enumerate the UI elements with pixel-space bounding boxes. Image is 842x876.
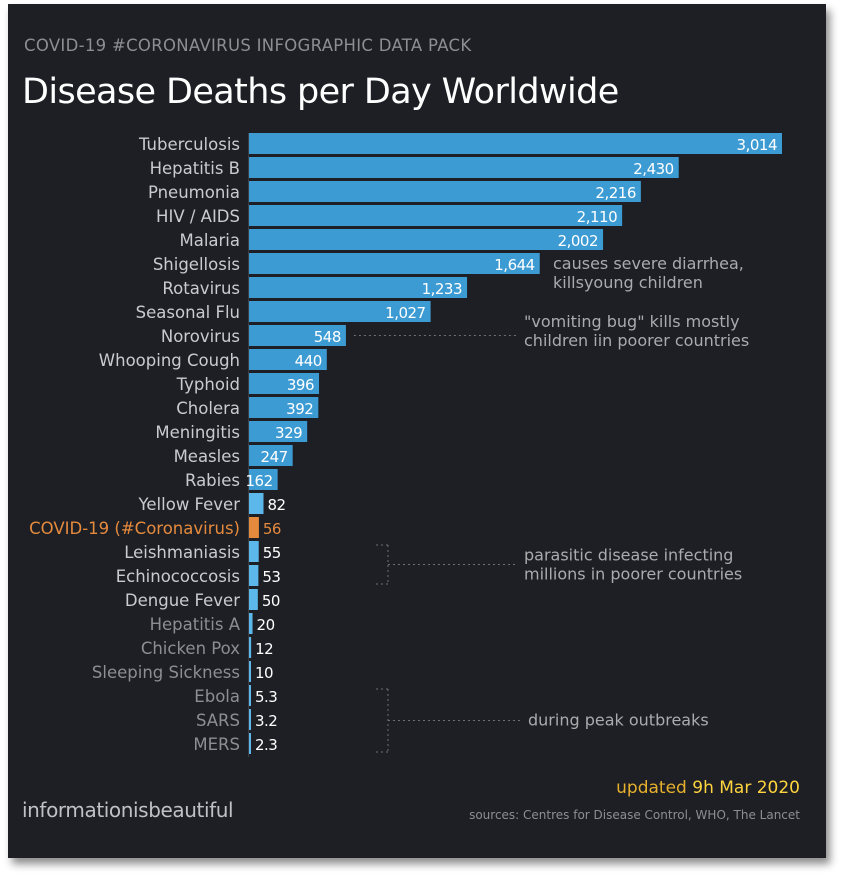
category-label: Echinococcosis: [116, 567, 240, 586]
infographic-frame: COVID-19 #CORONAVIRUS INFOGRAPHIC DATA P…: [8, 4, 826, 858]
value-label: 50: [262, 592, 280, 610]
category-label: HIV / AIDS: [156, 207, 240, 226]
bar: [249, 709, 251, 730]
value-label: 3.2: [255, 712, 277, 730]
value-label: 440: [295, 352, 322, 370]
sources-note: sources: Centres for Disease Control, WH…: [469, 808, 800, 822]
value-label: 10: [255, 664, 273, 682]
bar: [249, 565, 259, 586]
bar: [249, 397, 319, 418]
updated-prefix: updated: [616, 778, 693, 798]
bar: [249, 301, 431, 322]
category-label: Measles: [174, 447, 240, 466]
bar: [249, 589, 258, 610]
category-label: Sleeping Sickness: [92, 663, 240, 682]
category-label: Chicken Pox: [141, 639, 240, 658]
value-label: 56: [263, 520, 281, 538]
bar: [249, 421, 308, 442]
value-label: 3,014: [737, 136, 777, 154]
updated-date: updated 9h Mar 2020: [616, 778, 800, 798]
category-label: Whooping Cough: [99, 351, 240, 370]
annotation-outbreaks: during peak outbreaks: [528, 711, 709, 730]
annotation-shigellosis: causes severe diarrhea,: [553, 254, 744, 273]
annotation-norovirus: children iin poorer countries: [524, 331, 749, 350]
value-label: 396: [287, 376, 314, 394]
category-label: Seasonal Flu: [136, 303, 240, 322]
brand-logo: informationisbeautiful: [22, 798, 234, 822]
value-label: 12: [255, 640, 273, 658]
category-label: Yellow Fever: [138, 495, 241, 514]
bar: [249, 205, 623, 226]
category-label: MERS: [193, 735, 240, 754]
value-label: 2,430: [633, 160, 673, 178]
data-pack-title: COVID-19 #CORONAVIRUS INFOGRAPHIC DATA P…: [24, 36, 472, 55]
value-label: 5.3: [255, 688, 277, 706]
bar: [249, 613, 253, 634]
bar: [249, 733, 251, 754]
category-label: Ebola: [194, 687, 240, 706]
value-label: 1,233: [422, 280, 462, 298]
category-label: SARS: [196, 711, 240, 730]
value-label: 548: [314, 328, 341, 346]
value-label: 82: [268, 496, 286, 514]
bar-chart: Tuberculosis 3,014 Hepatitis B 2,430 Pneumon…: [29, 133, 782, 757]
value-label: 20: [257, 616, 275, 634]
category-label: Shigellosis: [153, 255, 240, 274]
value-label: 162: [246, 472, 273, 490]
annotation-norovirus: "vomiting bug" kills mostly: [524, 312, 740, 331]
annotation-parasitic: millions in poorer countries: [524, 565, 742, 584]
updated-date-value: 9h Mar 2020: [692, 778, 800, 798]
value-label: 2,002: [558, 232, 598, 250]
annotation-shigellosis: killsyoung children: [553, 273, 703, 292]
value-label: 2.3: [255, 736, 277, 754]
category-label: Hepatitis B: [150, 159, 240, 178]
category-label: Hepatitis A: [150, 615, 241, 634]
value-label: 329: [275, 424, 302, 442]
chart-title: Disease Deaths per Day Worldwide: [22, 72, 619, 112]
bar: [249, 373, 320, 394]
bar: [249, 541, 259, 562]
bar: [249, 685, 251, 706]
value-label: 247: [261, 448, 288, 466]
value-label: 1,644: [494, 256, 534, 274]
value-label: 392: [286, 400, 313, 418]
category-label: Tuberculosis: [138, 135, 240, 154]
category-label: Malaria: [179, 231, 240, 250]
category-label: Leishmaniasis: [124, 543, 240, 562]
category-label: Pneumonia: [148, 183, 240, 202]
category-label: Typhoid: [176, 375, 240, 394]
category-label: Rabies: [185, 471, 240, 490]
bar: [249, 469, 278, 490]
bar: [249, 637, 252, 658]
bar: [249, 325, 346, 346]
category-label: Cholera: [176, 399, 240, 418]
value-label: 55: [263, 544, 281, 562]
bar: [249, 157, 679, 178]
bar: [249, 517, 259, 538]
value-label: 1,027: [385, 304, 425, 322]
bar: [249, 349, 327, 370]
value-label: 53: [262, 568, 280, 586]
bar: [249, 229, 604, 250]
bar: [249, 493, 264, 514]
bar: [249, 181, 641, 202]
annotation-parasitic: parasitic disease infecting: [524, 546, 733, 565]
value-label: 2,216: [595, 184, 635, 202]
bar: [249, 133, 782, 154]
category-label: Rotavirus: [162, 279, 240, 298]
category-label: Dengue Fever: [125, 591, 240, 610]
value-label: 2,110: [577, 208, 617, 226]
category-label: COVID-19 (#Coronavirus): [29, 519, 240, 538]
bar: [249, 253, 540, 274]
bar: [249, 277, 468, 298]
category-label: Meningitis: [155, 423, 240, 442]
category-label: Norovirus: [161, 327, 240, 346]
bar: [249, 661, 251, 682]
bar: [249, 445, 293, 466]
